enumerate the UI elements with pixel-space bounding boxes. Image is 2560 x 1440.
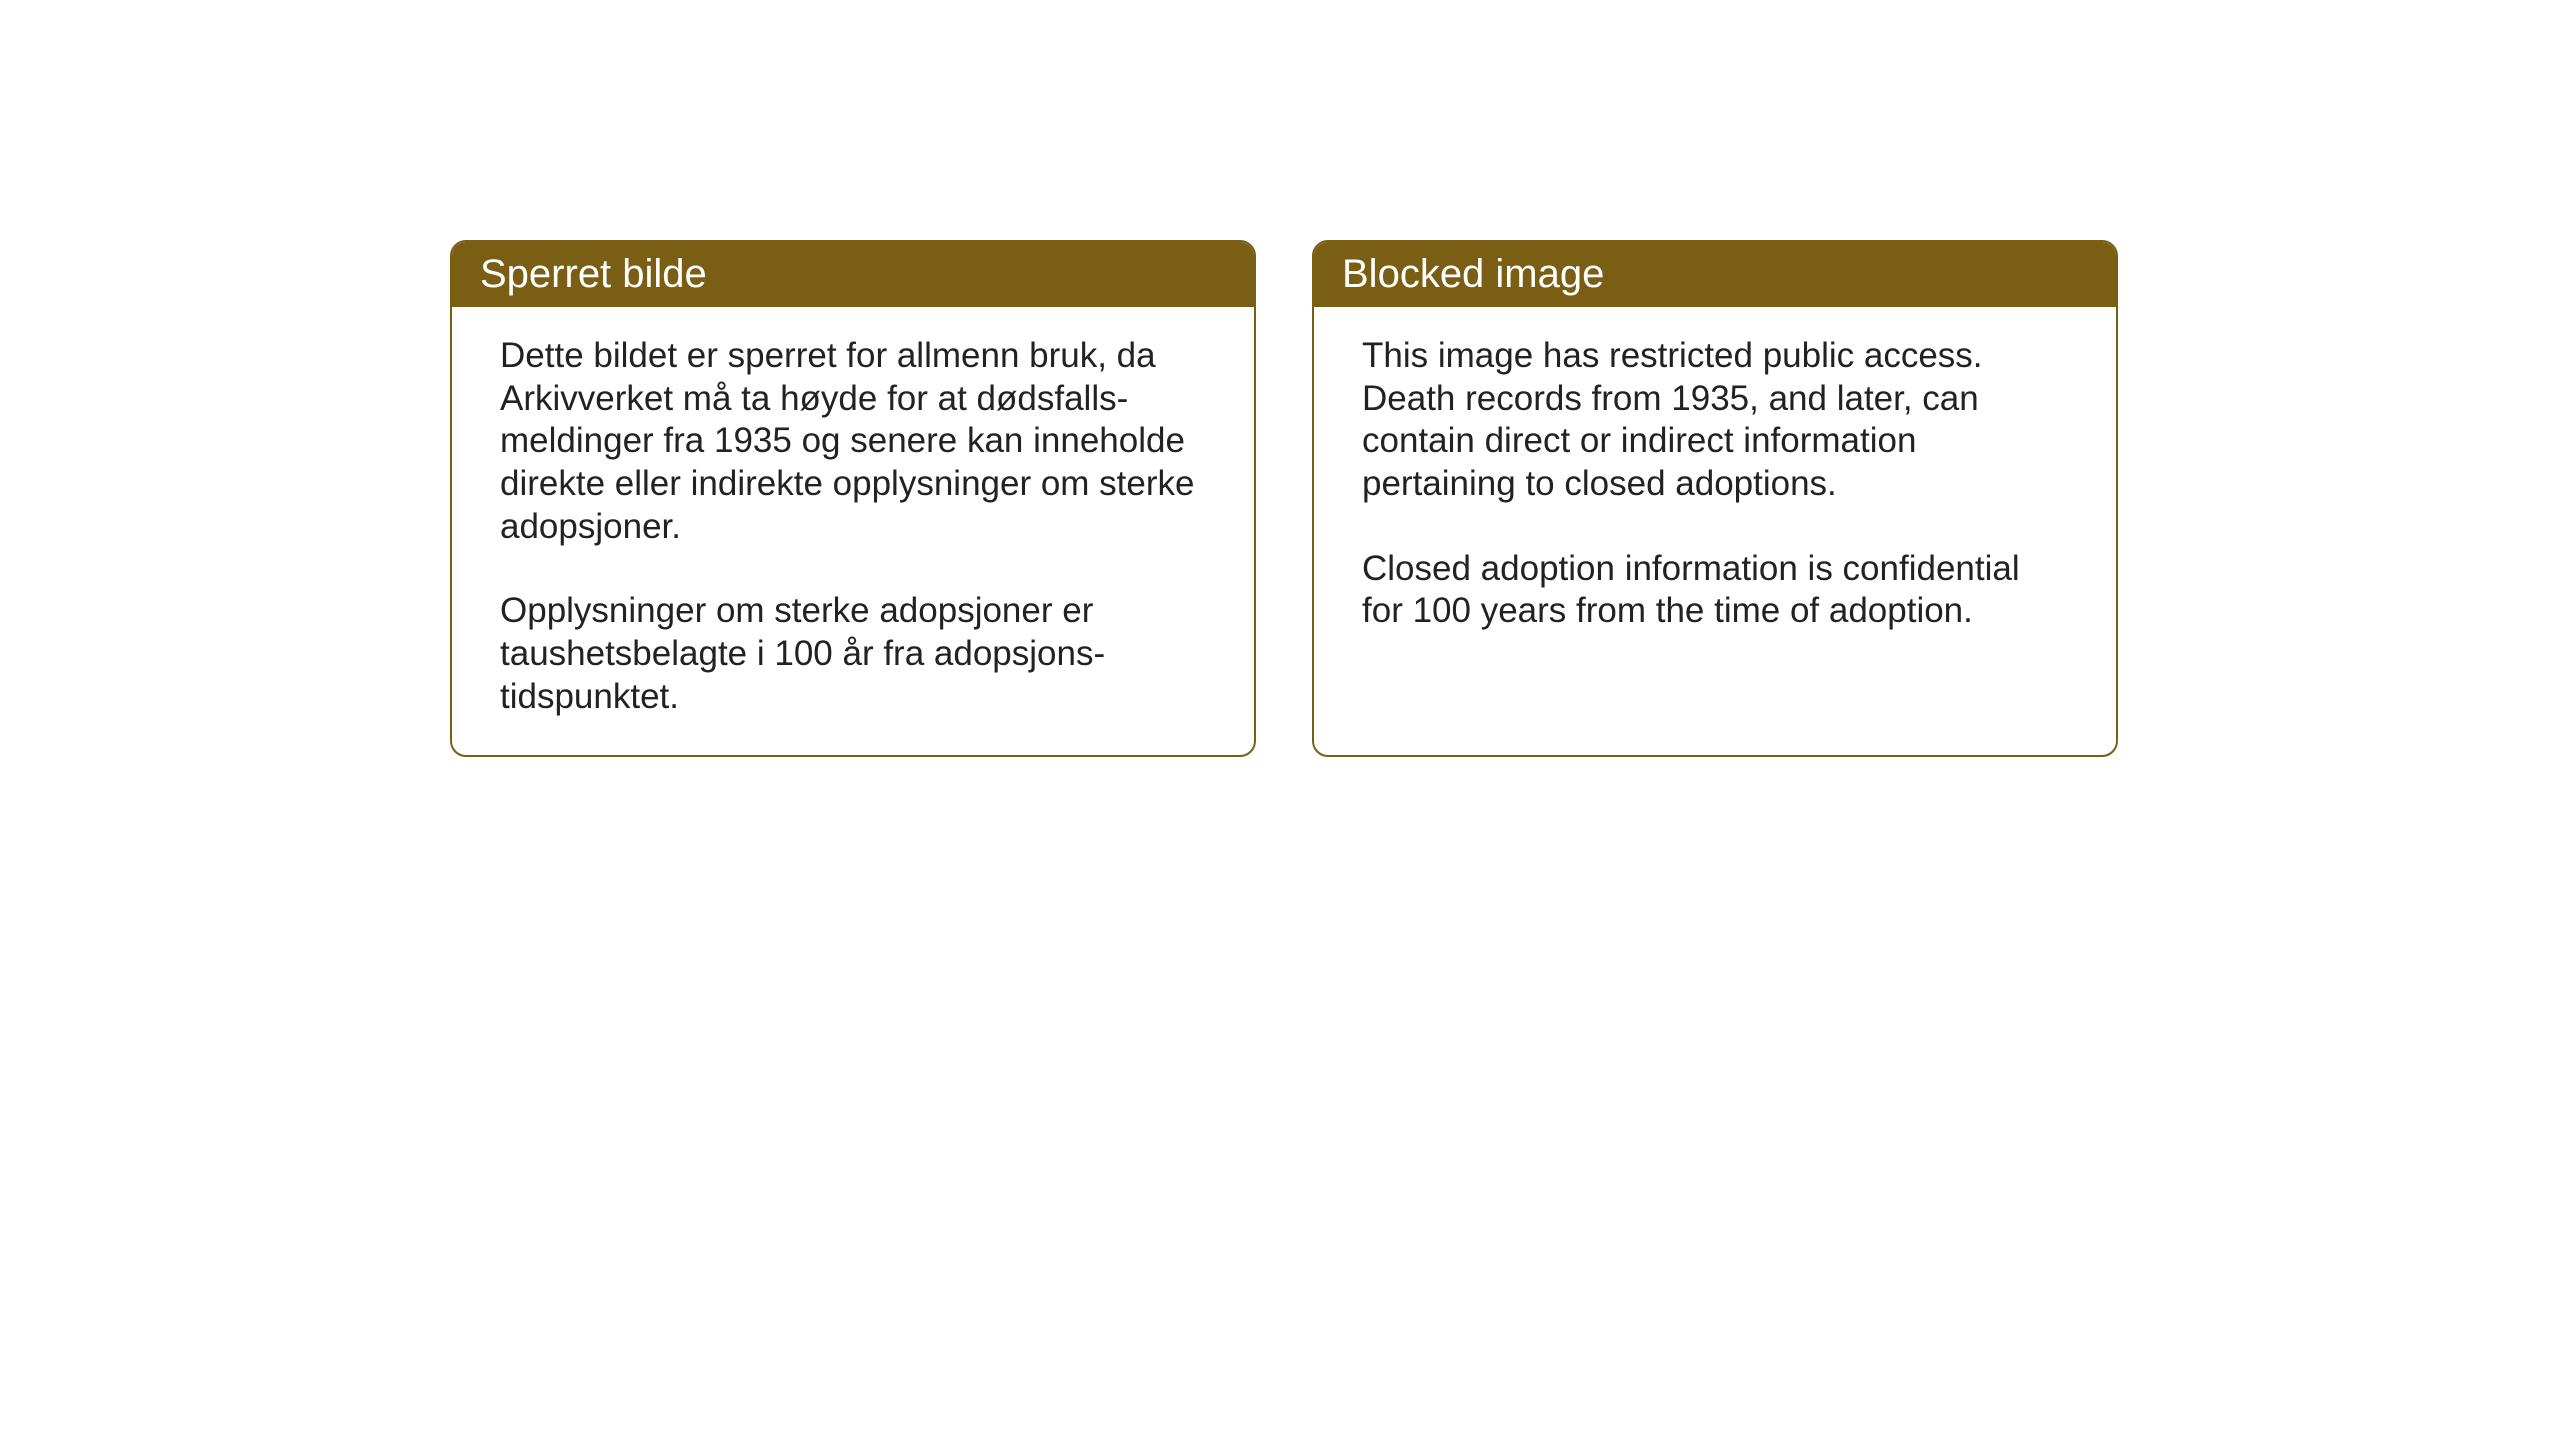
notice-card-english: Blocked image This image has restricted …	[1312, 240, 2118, 757]
notice-paragraph: Dette bildet er sperret for allmenn bruk…	[500, 335, 1206, 548]
card-body-norwegian: Dette bildet er sperret for allmenn bruk…	[452, 307, 1254, 755]
card-header-norwegian: Sperret bilde	[452, 242, 1254, 307]
notice-container: Sperret bilde Dette bildet er sperret fo…	[450, 240, 2118, 757]
notice-paragraph: This image has restricted public access.…	[1362, 335, 2068, 506]
notice-card-norwegian: Sperret bilde Dette bildet er sperret fo…	[450, 240, 1256, 757]
card-title: Sperret bilde	[480, 252, 707, 296]
card-header-english: Blocked image	[1314, 242, 2116, 307]
card-title: Blocked image	[1342, 252, 1604, 296]
notice-paragraph: Opplysninger om sterke adopsjoner er tau…	[500, 590, 1206, 718]
notice-paragraph: Closed adoption information is confident…	[1362, 548, 2068, 633]
card-body-english: This image has restricted public access.…	[1314, 307, 2116, 707]
